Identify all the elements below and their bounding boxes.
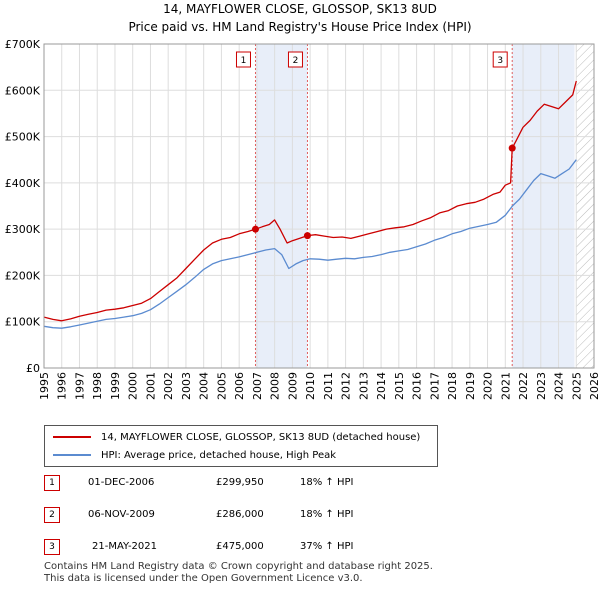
x-tick-label: 2024 (553, 372, 566, 400)
x-tick-label: 2013 (357, 372, 370, 400)
x-tick-label: 2023 (535, 372, 548, 400)
y-tick-label: £400K (5, 177, 41, 190)
x-tick-label: 2018 (446, 372, 459, 400)
shaded-range (512, 44, 575, 368)
x-tick-label: 2021 (499, 372, 512, 400)
transaction-row: 2 06-NOV-2009 £286,000 18% ↑ HPI (44, 507, 464, 527)
x-tick-label: 2010 (304, 372, 317, 400)
transaction-price: £299,950 (216, 477, 264, 488)
y-tick-label: £500K (5, 131, 41, 144)
chart-subtitle: Price paid vs. HM Land Registry's House … (128, 20, 472, 34)
y-tick-label: £300K (5, 223, 41, 236)
sale-point (303, 232, 311, 240)
x-tick-label: 2012 (340, 372, 353, 400)
x-tick-label: 1996 (56, 372, 69, 400)
sale-label-box (492, 51, 508, 68)
transaction-price: £286,000 (216, 509, 264, 520)
y-tick-label: £700K (5, 38, 41, 51)
transaction-hpi: 37% ↑ HPI (300, 541, 354, 552)
transaction-hpi: 18% ↑ HPI (300, 509, 354, 520)
legend-item-hpi: HPI: Average price, detached house, High… (53, 447, 336, 463)
x-tick-label: 2016 (411, 372, 424, 400)
legend-label-price: 14, MAYFLOWER CLOSE, GLOSSOP, SK13 8UD (… (101, 431, 421, 443)
x-tick-label: 2001 (144, 372, 157, 400)
transaction-date: 06-NOV-2009 (88, 509, 155, 520)
sale-label: 3 (497, 56, 503, 66)
x-tick-label: 2000 (127, 372, 140, 400)
legend: 14, MAYFLOWER CLOSE, GLOSSOP, SK13 8UD (… (44, 425, 438, 467)
transaction-price: £475,000 (216, 541, 264, 552)
sale-label: 1 (241, 56, 247, 66)
y-tick-label: £0 (26, 362, 40, 375)
x-tick-label: 2006 (233, 372, 246, 400)
legend-swatch-price (53, 436, 91, 438)
x-tick-label: 2007 (251, 372, 264, 400)
sale-point (251, 225, 259, 233)
shaded-range (255, 44, 308, 368)
transaction-date: 21-MAY-2021 (92, 541, 158, 552)
sale-label-box (287, 51, 303, 68)
x-tick-label: 2005 (215, 372, 228, 400)
x-tick-label: 2011 (322, 372, 335, 400)
legend-item-price: 14, MAYFLOWER CLOSE, GLOSSOP, SK13 8UD (… (53, 429, 420, 445)
sale-point (508, 144, 516, 152)
plot-area (44, 44, 594, 368)
chart-title: 14, MAYFLOWER CLOSE, GLOSSOP, SK13 8UD (163, 2, 437, 16)
x-tick-label: 2014 (375, 372, 388, 400)
x-tick-label: 2015 (393, 372, 406, 400)
x-tick-label: 1998 (91, 372, 104, 400)
footer-copyright: Contains HM Land Registry data © Crown c… (44, 561, 433, 572)
x-tick-label: 2003 (180, 372, 193, 400)
legend-swatch-hpi (53, 454, 91, 456)
hpi-series-line (43, 159, 577, 329)
price-chart: 1 2 3 £0 £100K £200K £300K £400K £500K £600K £700K… (5, 38, 600, 400)
x-tick-label: 2002 (162, 372, 175, 400)
y-tick-label: £100K (5, 316, 41, 329)
transaction-date: 01-DEC-2006 (88, 477, 155, 488)
x-tick-label: 2004 (198, 372, 211, 400)
transaction-number: 3 (44, 539, 60, 555)
legend-label-hpi: HPI: Average price, detached house, High… (101, 449, 337, 461)
forecast-hatch (576, 44, 594, 368)
plot-frame (43, 43, 595, 369)
transaction-hpi: 18% ↑ HPI (300, 477, 354, 488)
x-tick-label: 1995 (38, 372, 51, 400)
x-tick-label: 2019 (464, 372, 477, 400)
price-series-line (43, 80, 577, 322)
sale-label: 2 (293, 56, 299, 66)
x-tick-label: 2009 (286, 372, 299, 400)
transaction-row: 3 21-MAY-2021 £475,000 37% ↑ HPI (44, 539, 464, 559)
footer-licence: This data is licensed under the Open Gov… (44, 573, 363, 584)
y-tick-label: £200K (5, 269, 41, 282)
x-tick-label: 2008 (269, 372, 282, 400)
x-tick-label: 2025 (570, 372, 583, 400)
x-tick-label: 1999 (109, 372, 122, 400)
x-tick-label: 2017 (428, 372, 441, 400)
y-tick-label: £600K (5, 84, 41, 97)
transaction-row: 1 01-DEC-2006 £299,950 18% ↑ HPI (44, 475, 464, 495)
x-tick-label: 1997 (73, 372, 86, 400)
x-tick-label: 2020 (482, 372, 495, 400)
x-tick-label: 2026 (588, 372, 600, 400)
sale-label-box (235, 51, 251, 68)
x-tick-label: 2022 (517, 372, 530, 400)
transaction-number: 2 (44, 507, 60, 523)
transaction-number: 1 (44, 475, 60, 491)
